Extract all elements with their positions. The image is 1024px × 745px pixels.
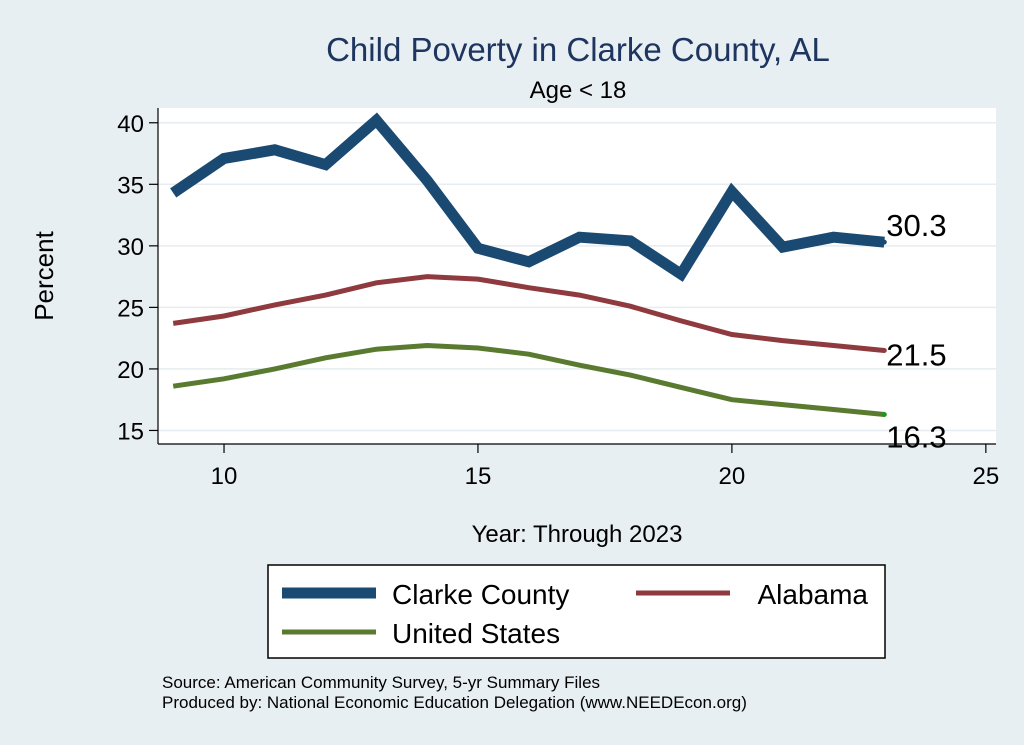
- y-axis-title: Percent: [29, 230, 59, 320]
- y-tick-label-25: 25: [117, 295, 144, 322]
- x-axis: 10 15 20 25: [158, 443, 999, 490]
- x-tick-label-15: 15: [465, 463, 492, 490]
- end-point-alabama: [881, 347, 887, 353]
- legend-label-alabama: Alabama: [757, 579, 868, 610]
- x-tick-label-25: 25: [972, 463, 999, 490]
- chart-subtitle: Age < 18: [530, 77, 627, 104]
- series-line-clarke-county: [170, 112, 885, 282]
- legend: Clarke County Alabama United States: [267, 564, 886, 659]
- source-note: Source: American Community Survey, 5-yr …: [162, 673, 600, 692]
- end-label-clarke-county: 30.3: [886, 208, 946, 243]
- series-line-alabama: [172, 274, 885, 353]
- y-tick-label-35: 35: [117, 172, 144, 199]
- chart-title: Child Poverty in Clarke County, AL: [326, 31, 830, 68]
- end-label-united-states: 16.3: [886, 419, 946, 454]
- y-tick-label-15: 15: [117, 418, 144, 445]
- end-label-alabama: 21.5: [886, 337, 946, 372]
- series-lines: [170, 112, 885, 417]
- y-tick-label-20: 20: [117, 357, 144, 384]
- end-point-united-states: [881, 411, 887, 417]
- x-tick-label-10: 10: [211, 463, 238, 490]
- y-tick-label-30: 30: [117, 234, 144, 261]
- y-axis: 15 20 25 30 35 40: [117, 108, 159, 445]
- producer-note: Produced by: National Economic Education…: [162, 693, 747, 712]
- end-point-clarke-county: [881, 239, 887, 245]
- plot-area: [158, 108, 996, 444]
- legend-box: [267, 564, 886, 659]
- series-line-united-states: [172, 342, 885, 417]
- legend-label-clarke-county: Clarke County: [392, 579, 569, 610]
- gridlines: [158, 122, 996, 432]
- end-labels: 16.3 21.5 30.3: [881, 208, 947, 454]
- x-tick-label-20: 20: [719, 463, 746, 490]
- y-tick-label-40: 40: [117, 111, 144, 138]
- x-axis-title: Year: Through 2023: [472, 521, 683, 548]
- legend-label-united-states: United States: [392, 618, 560, 649]
